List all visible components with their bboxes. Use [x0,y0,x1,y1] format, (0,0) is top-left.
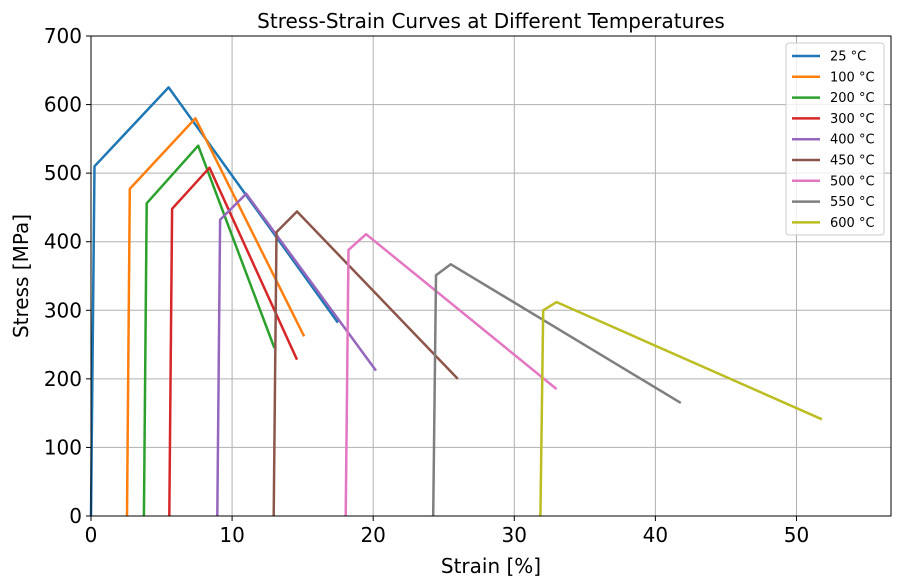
y-axis-ticks: 0 100 200 300 400 500 600 700 [44,24,91,528]
x-axis-ticks: 0 10 20 30 40 50 [85,516,809,547]
x-tick-label: 40 [643,523,668,547]
y-tick-label: 700 [44,24,82,48]
legend-label: 550 °C [830,195,875,210]
series-line-400c [216,192,378,517]
legend-label: 25 °C [830,50,866,65]
x-tick-label: 30 [502,523,527,547]
x-tick-label: 0 [85,523,98,547]
series-line-200c [142,144,276,517]
x-axis-title: Strain [%] [441,554,541,578]
x-tick-label: 20 [360,523,385,547]
y-axis-title: Stress [MPa] [9,214,33,338]
legend-label: 400 °C [830,133,875,148]
y-tick-label: 600 [44,93,82,117]
legend-label: 200 °C [830,91,875,106]
x-tick-label: 50 [784,523,809,547]
grid [90,35,891,517]
legend-label: 600 °C [830,216,875,231]
x-tick-label: 10 [219,523,244,547]
chart-title: Stress-Strain Curves at Different Temper… [257,9,725,33]
y-tick-label: 100 [44,435,82,459]
plot-frame [90,35,892,517]
y-tick-label: 400 [44,230,82,254]
legend-label: 100 °C [830,70,875,85]
series-line-600c [539,300,823,517]
legend-label: 500 °C [830,174,875,189]
legend-label: 450 °C [830,154,875,169]
series-lines [89,86,823,517]
series-line-500c [344,232,558,517]
legend: 25 °C 100 °C 200 °C 300 °C 400 °C 450 °C 500 °… [785,42,885,236]
y-tick-label: 0 [69,504,82,528]
series-line-100c [125,117,306,517]
y-tick-label: 300 [44,298,82,322]
y-tick-label: 500 [44,161,82,185]
legend-label: 300 °C [830,112,875,127]
series-line-300c [168,166,299,517]
series-line-450c [272,210,459,517]
series-line-550c [431,263,682,517]
y-tick-label: 200 [44,367,82,391]
legend-box [785,42,885,236]
